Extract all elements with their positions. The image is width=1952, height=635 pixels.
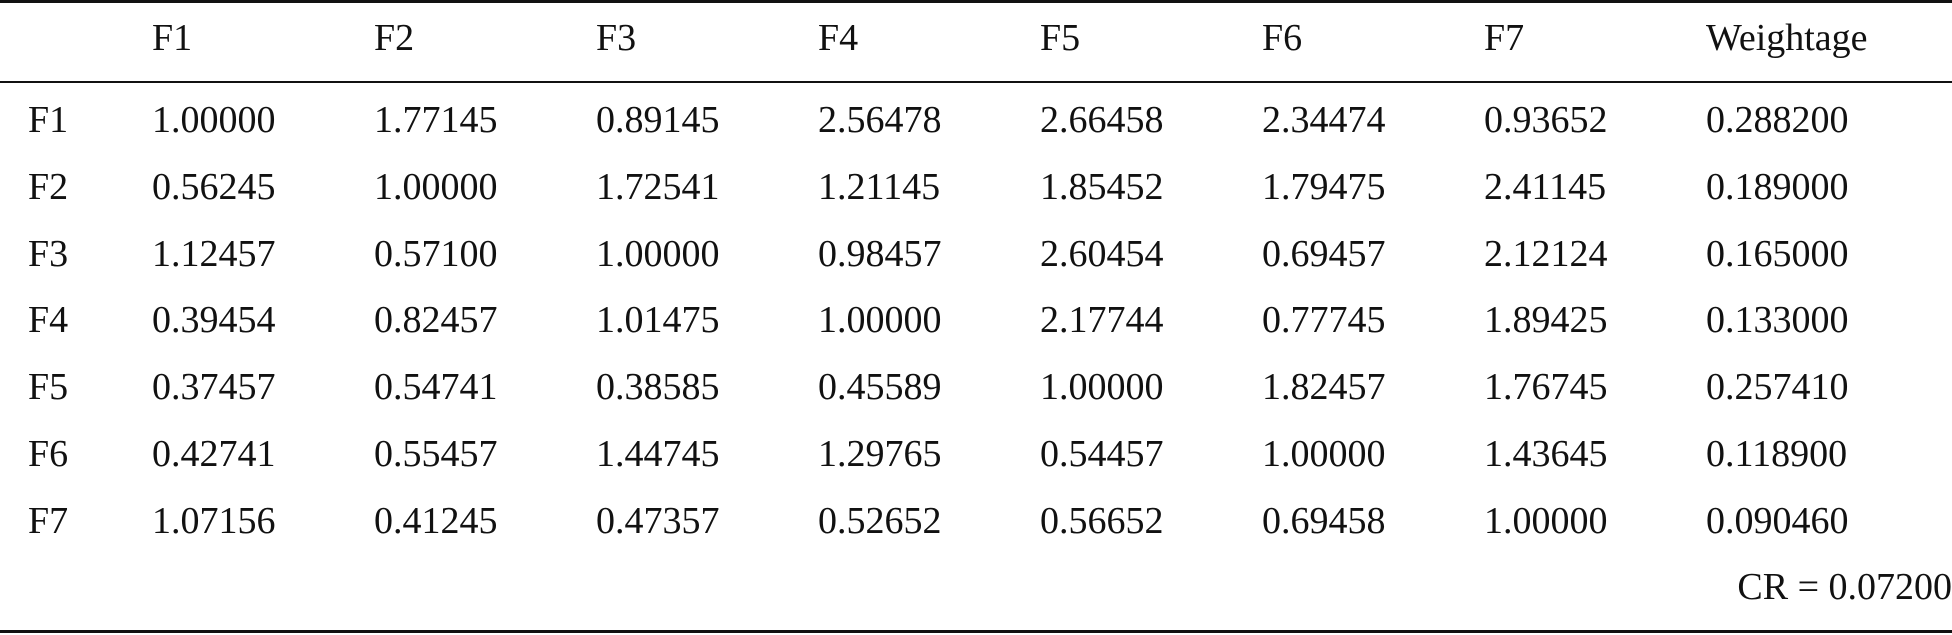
row-label: F2 xyxy=(28,165,69,208)
cell: 0.55457 xyxy=(374,433,498,475)
cell: 0.165000 xyxy=(1706,232,1849,275)
row-label: F5 xyxy=(28,366,69,409)
cell: 1.85452 xyxy=(1040,165,1164,208)
column-header: F4 xyxy=(818,17,859,59)
cell: 0.69458 xyxy=(1262,499,1386,542)
cell: 0.89145 xyxy=(596,99,720,141)
cell: 1.00000 xyxy=(1040,366,1164,409)
cell: 0.57100 xyxy=(374,232,498,275)
row-label: F7 xyxy=(28,499,69,542)
cell: 1.77145 xyxy=(374,99,498,141)
cell: 1.01475 xyxy=(596,299,720,342)
column-header: F5 xyxy=(1040,17,1081,59)
cell: 0.54457 xyxy=(1040,433,1164,475)
cell: 0.93652 xyxy=(1484,99,1608,141)
cell: 0.42741 xyxy=(152,433,276,475)
cell: 1.44745 xyxy=(596,433,720,475)
cell: 1.00000 xyxy=(1262,433,1386,475)
top-rule xyxy=(0,0,1952,3)
cell: 2.56478 xyxy=(818,99,942,141)
header-rule xyxy=(0,81,1952,83)
cell: 1.00000 xyxy=(374,165,498,208)
cell: 2.60454 xyxy=(1040,232,1164,275)
row-label: F1 xyxy=(28,99,69,141)
cell: 0.090460 xyxy=(1706,499,1849,542)
cell: 0.56245 xyxy=(152,165,276,208)
column-header: F1 xyxy=(152,17,193,59)
column-header: F2 xyxy=(374,17,415,59)
cell: 0.47357 xyxy=(596,499,720,542)
bottom-rule xyxy=(0,630,1952,633)
row-label: F3 xyxy=(28,232,69,275)
cr-footer: CR = 0.07200 xyxy=(1737,566,1952,608)
cell: 1.12457 xyxy=(152,232,276,275)
cell: 0.82457 xyxy=(374,299,498,342)
cell: 0.118900 xyxy=(1706,433,1848,475)
cell: 1.79475 xyxy=(1262,165,1386,208)
cell: 0.288200 xyxy=(1706,99,1849,141)
cell: 0.77745 xyxy=(1262,299,1386,342)
row-label: F4 xyxy=(28,299,69,342)
cell: 1.76745 xyxy=(1484,366,1608,409)
cell: 0.52652 xyxy=(818,499,942,542)
cell: 1.89425 xyxy=(1484,299,1608,342)
cell: 0.56652 xyxy=(1040,499,1164,542)
column-header: F3 xyxy=(596,17,637,59)
column-header: F6 xyxy=(1262,17,1303,59)
cell: 0.37457 xyxy=(152,366,276,409)
cell: 1.21145 xyxy=(818,165,941,208)
cell: 0.45589 xyxy=(818,366,942,409)
cell: 0.98457 xyxy=(818,232,942,275)
cell: 1.82457 xyxy=(1262,366,1386,409)
cell: 0.189000 xyxy=(1706,165,1849,208)
cell: 1.00000 xyxy=(596,232,720,275)
cell: 0.39454 xyxy=(152,299,276,342)
cell: 2.17744 xyxy=(1040,299,1164,342)
cell: 1.43645 xyxy=(1484,433,1608,475)
column-header: Weightage xyxy=(1706,17,1868,59)
cell: 2.66458 xyxy=(1040,99,1164,141)
cell: 0.133000 xyxy=(1706,299,1849,342)
cell: 0.38585 xyxy=(596,366,720,409)
cell: 1.72541 xyxy=(596,165,720,208)
column-header: F7 xyxy=(1484,17,1525,59)
cell: 1.00000 xyxy=(152,99,276,141)
cell: 1.07156 xyxy=(152,499,276,542)
cell: 0.69457 xyxy=(1262,232,1386,275)
cell: 0.54741 xyxy=(374,366,498,409)
cell: 2.34474 xyxy=(1262,99,1386,141)
cell: 2.12124 xyxy=(1484,232,1608,275)
cell: 1.00000 xyxy=(818,299,942,342)
cell: 1.29765 xyxy=(818,433,942,475)
row-label: F6 xyxy=(28,433,69,475)
cell: 0.41245 xyxy=(374,499,498,542)
cell: 0.257410 xyxy=(1706,366,1849,409)
cell: 1.00000 xyxy=(1484,499,1608,542)
cell: 2.41145 xyxy=(1484,165,1607,208)
